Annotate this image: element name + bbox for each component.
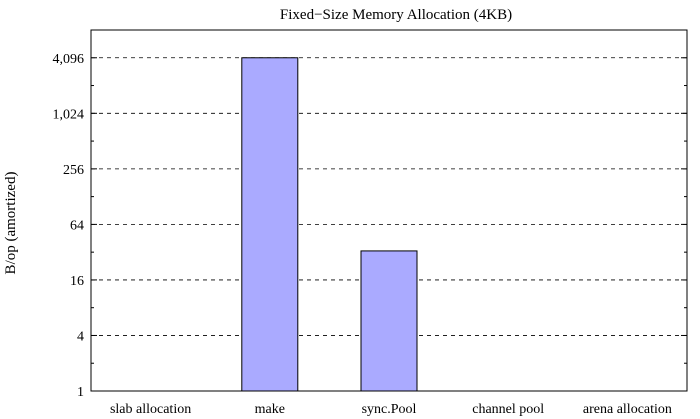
bar-make [241,57,299,392]
y-tick-label: 64 [70,218,84,233]
y-tick-label: 256 [63,163,84,178]
plot-frame [90,29,688,392]
bars [241,57,418,392]
y-tick-label: 1,024 [53,107,85,122]
x-tick-label: sync.Pool [362,402,417,417]
y-axis-ticks: 1 4 16 64 256 1,024 4,096 [53,52,687,400]
x-tick-label: slab allocation [110,402,191,417]
gridlines [91,57,687,336]
x-tick-label: channel pool [472,402,544,417]
chart-title: Fixed−Size Memory Allocation (4KB) [280,7,512,23]
y-tick-label: 4,096 [53,52,85,67]
x-tick-label: arena allocation [583,402,672,417]
y-tick-label: 1 [77,385,84,400]
x-tick-label: make [255,402,285,417]
y-tick-label: 4 [77,329,84,344]
x-axis-ticks: slab allocation make sync.Pool channel pool… [110,402,672,417]
y-tick-label: 16 [70,274,84,289]
bar-sync-pool [360,250,418,392]
y-axis-label: B/op (amortized) [3,172,19,275]
